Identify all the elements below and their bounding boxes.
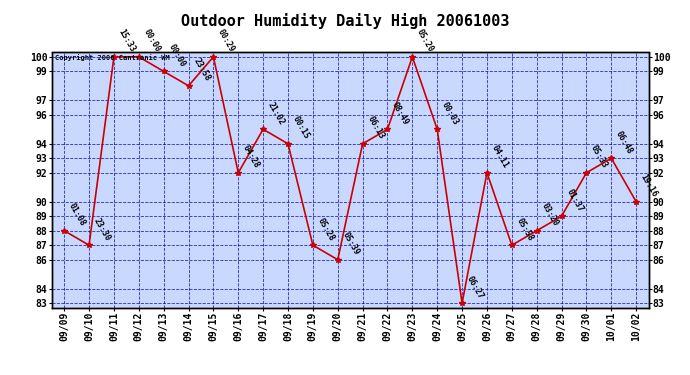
Text: 00:00: 00:00 — [141, 28, 162, 54]
Text: 03:20: 03:20 — [540, 202, 560, 228]
Text: 01:08: 01:08 — [67, 202, 87, 228]
Text: 06:13: 06:13 — [366, 115, 386, 141]
Text: 08:49: 08:49 — [391, 100, 411, 126]
Text: 05:39: 05:39 — [341, 231, 361, 257]
Text: 01:37: 01:37 — [564, 187, 584, 213]
Text: 06:27: 06:27 — [465, 274, 485, 300]
Text: 23:58: 23:58 — [191, 57, 212, 83]
Text: 21:02: 21:02 — [266, 100, 286, 126]
Text: 06:48: 06:48 — [614, 129, 634, 156]
Text: 04:28: 04:28 — [241, 144, 262, 170]
Text: 00:29: 00:29 — [216, 28, 237, 54]
Text: 19:16: 19:16 — [639, 173, 659, 199]
Text: 15:33: 15:33 — [117, 28, 137, 54]
Text: 00:03: 00:03 — [440, 100, 460, 126]
Text: Outdoor Humidity Daily High 20061003: Outdoor Humidity Daily High 20061003 — [181, 13, 509, 29]
Text: 04:11: 04:11 — [490, 144, 510, 170]
Text: 05:58: 05:58 — [515, 216, 535, 242]
Text: 00:00: 00:00 — [166, 42, 187, 69]
Text: 05:33: 05:33 — [589, 144, 609, 170]
Text: 23:30: 23:30 — [92, 216, 112, 242]
Text: 05:28: 05:28 — [315, 216, 336, 242]
Text: Copyright 2006 Cantronic WM: Copyright 2006 Cantronic WM — [55, 54, 170, 61]
Text: 00:15: 00:15 — [290, 115, 311, 141]
Text: 05:20: 05:20 — [415, 28, 435, 54]
